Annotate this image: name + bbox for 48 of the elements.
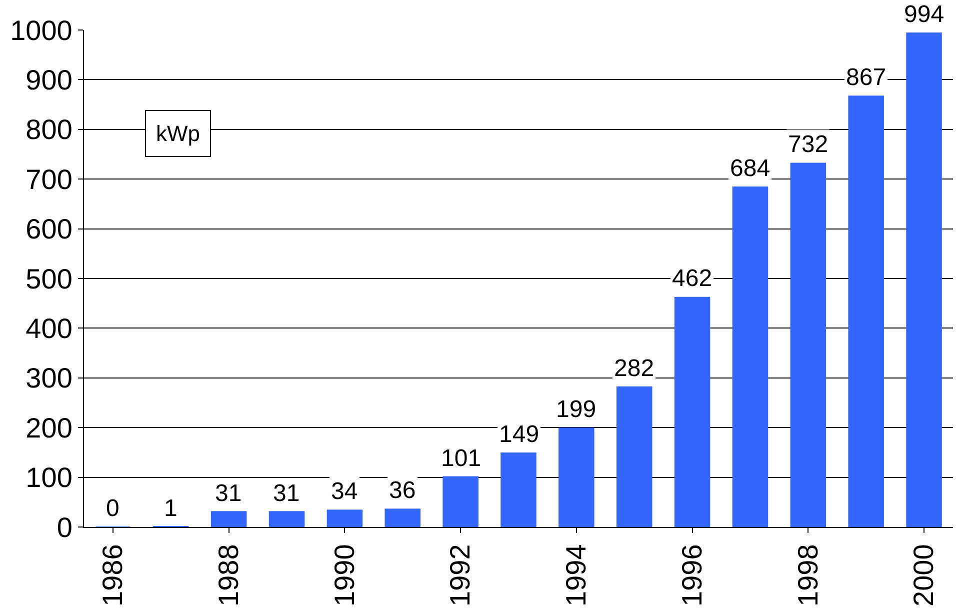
x-tick-label: 1992 [444, 544, 476, 606]
data-label: 31 [273, 480, 300, 507]
bar [906, 32, 942, 527]
annotation: kWp [156, 121, 200, 146]
bar [326, 510, 363, 527]
bar [848, 96, 884, 527]
data-label: 994 [904, 1, 944, 28]
data-label: 31 [215, 480, 242, 507]
y-tick-label: 0 [56, 512, 72, 543]
y-tick-label: 900 [26, 64, 72, 96]
data-label: 732 [788, 131, 828, 158]
y-tick-label: 1000 [10, 14, 72, 46]
y-tick-label: 800 [26, 114, 72, 146]
bar [268, 511, 305, 527]
bar [790, 162, 826, 527]
bar [558, 428, 594, 527]
x-tick-label: 1990 [328, 544, 360, 606]
bar [384, 508, 421, 527]
data-label: 36 [389, 477, 416, 504]
x-tick-label: 1996 [676, 544, 708, 606]
data-label: 684 [730, 155, 770, 182]
data-label: 149 [499, 421, 540, 448]
data-label: 199 [556, 396, 596, 423]
data-label: 1 [164, 495, 178, 522]
data-label: 0 [106, 495, 120, 522]
bar [500, 452, 536, 527]
data-label: 867 [846, 64, 886, 91]
data-label: 462 [672, 265, 712, 292]
y-tick-label: 500 [26, 263, 72, 294]
bar [674, 296, 710, 527]
data-label: 282 [614, 355, 654, 382]
y-tick-label: 600 [26, 214, 72, 245]
data-label: 34 [331, 478, 358, 505]
bar [210, 511, 247, 527]
y-tick-label: 300 [26, 362, 72, 394]
y-tick-label: 200 [26, 412, 72, 444]
bar [732, 186, 768, 527]
x-tick-label: 2000 [908, 544, 940, 606]
x-tick-label: 1988 [212, 544, 244, 606]
y-tick-label: 400 [26, 313, 72, 344]
data-label: 101 [441, 445, 482, 472]
x-tick-label: 1986 [97, 544, 128, 606]
x-tick-label: 1994 [560, 544, 592, 606]
bar [442, 476, 478, 527]
y-tick-label: 700 [26, 164, 72, 195]
x-tick-label: 1998 [792, 544, 824, 606]
y-tick-label: 100 [26, 462, 72, 494]
bar [616, 386, 652, 527]
